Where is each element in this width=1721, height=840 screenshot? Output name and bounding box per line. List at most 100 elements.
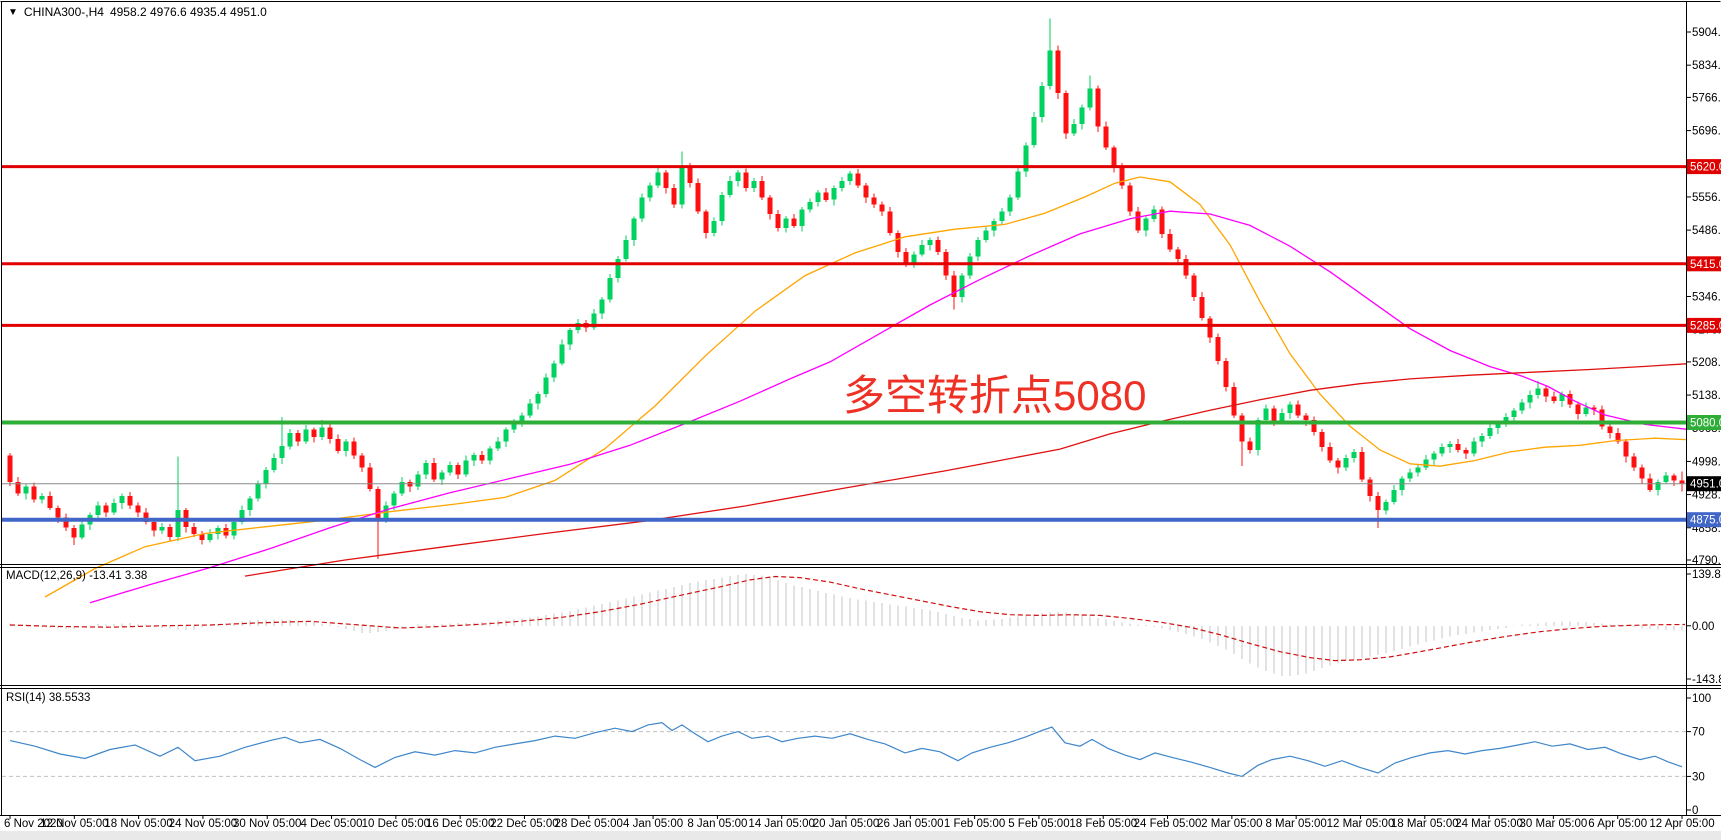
- candle-body: [831, 187, 837, 200]
- date-label: 8 Jan 05:00: [687, 818, 747, 830]
- candle-body: [1039, 86, 1045, 117]
- candle-body: [1375, 496, 1381, 511]
- candle-body: [1311, 420, 1317, 432]
- candle-body: [1575, 404, 1581, 414]
- candle-body: [359, 455, 365, 468]
- candle-body: [511, 422, 517, 430]
- date-label: 30 Mar 05:00: [1520, 818, 1588, 830]
- candle-body: [695, 183, 701, 212]
- candle-body: [335, 439, 341, 451]
- candle-body: [1071, 123, 1077, 134]
- candle-body: [903, 251, 909, 264]
- candle-body: [855, 173, 861, 186]
- price-badges: 5620.0 5415.0 5285.0 5080.0 4951.0 4875.0: [1687, 159, 1721, 528]
- rsi-tick-label: 30: [1692, 771, 1705, 783]
- candle-body: [239, 510, 245, 522]
- candle-body: [495, 441, 501, 449]
- price-badge-label: 5080.0: [1690, 418, 1721, 430]
- date-label: 24 Nov 05:00: [169, 818, 237, 830]
- candle-body: [471, 454, 477, 461]
- candle-body: [1415, 467, 1421, 473]
- candle-body: [215, 527, 221, 534]
- candle-body: [231, 522, 237, 536]
- candle-body: [887, 211, 893, 233]
- candle-body: [839, 180, 845, 188]
- candle-body: [303, 429, 309, 442]
- candle-body: [679, 165, 685, 205]
- price-tick-label: 5766.0: [1692, 92, 1721, 104]
- candle-body: [1271, 408, 1277, 422]
- candle-body: [799, 209, 805, 226]
- candle-body: [351, 441, 357, 456]
- price-tick-label: 5486.0: [1692, 225, 1721, 237]
- price-badge-label: 5415.0: [1690, 259, 1721, 271]
- date-label: 8 Mar 05:00: [1265, 818, 1326, 830]
- candle-body: [567, 330, 573, 345]
- candle-body: [703, 211, 709, 233]
- price-badge: [1687, 476, 1721, 492]
- candle-body: [1199, 296, 1205, 319]
- candle-body: [1095, 88, 1101, 127]
- date-label: 5 Feb 05:00: [1008, 818, 1069, 830]
- candle-body: [1551, 396, 1557, 402]
- rsi-tick-label: 70: [1692, 727, 1705, 739]
- candle-body: [1143, 218, 1149, 231]
- date-label: 18 Mar 05:00: [1391, 818, 1459, 830]
- symbol-dropdown-icon[interactable]: ▼: [8, 6, 18, 18]
- candle-body: [1111, 147, 1117, 167]
- price-tick-label: 5208.0: [1692, 357, 1721, 369]
- candle-body: [1063, 93, 1069, 134]
- candle-body: [1135, 211, 1141, 231]
- candle-body: [1471, 441, 1477, 454]
- date-label: 28 Dec 05:00: [555, 818, 623, 830]
- candle-body: [415, 474, 421, 487]
- price-badge: [1687, 317, 1721, 333]
- candle-body: [639, 197, 645, 219]
- candle-body: [143, 512, 149, 523]
- rsi-line: [9, 721, 1683, 778]
- candle-body: [503, 429, 509, 442]
- candle-body: [1479, 435, 1485, 442]
- rsi-tick-label: 100: [1692, 693, 1711, 705]
- candle-body: [39, 496, 45, 500]
- candle-body: [1639, 467, 1645, 479]
- candle-body: [527, 403, 533, 416]
- date-label: 30 Nov 05:00: [233, 818, 301, 830]
- candle-body: [279, 446, 285, 458]
- candle-body: [927, 240, 933, 245]
- candle-body: [655, 172, 661, 186]
- date-label: 6 Nov 2020: [4, 818, 63, 830]
- candle-body: [375, 488, 381, 520]
- candle-body: [775, 214, 781, 229]
- price-badge: [1687, 512, 1721, 528]
- candle-body: [983, 230, 989, 241]
- candle-body: [967, 256, 973, 276]
- candle-body: [663, 172, 669, 188]
- candle-body: [119, 496, 125, 504]
- candle-body: [463, 460, 469, 475]
- candle-body: [1303, 415, 1309, 421]
- horizontal-lines[interactable]: [2, 165, 1686, 522]
- candle-body: [591, 313, 597, 328]
- candle-body: [151, 522, 157, 531]
- candle-body: [1559, 394, 1565, 402]
- candle-body: [1423, 459, 1429, 468]
- candle-body: [367, 467, 373, 489]
- candle-body: [807, 202, 813, 210]
- candle-body: [1079, 107, 1085, 124]
- date-label: 16 Dec 05:00: [426, 818, 494, 830]
- candle-body: [287, 433, 293, 447]
- macd-panel: [9, 574, 1683, 677]
- candle-body: [487, 448, 493, 461]
- candle-body: [1623, 441, 1629, 457]
- candle-body: [1567, 394, 1573, 405]
- date-label: 24 Mar 05:00: [1455, 818, 1523, 830]
- candle-body: [1519, 402, 1525, 411]
- chart-annotation-text[interactable]: 多空转折点5080: [843, 372, 1147, 419]
- candle-body: [1615, 433, 1621, 442]
- candle-body: [1207, 318, 1213, 338]
- macd-indicator-label: MACD(12,26,9) -13.41 3.38: [6, 570, 148, 582]
- price-badge-label: 4875.0: [1690, 515, 1721, 527]
- candle-body: [55, 507, 61, 518]
